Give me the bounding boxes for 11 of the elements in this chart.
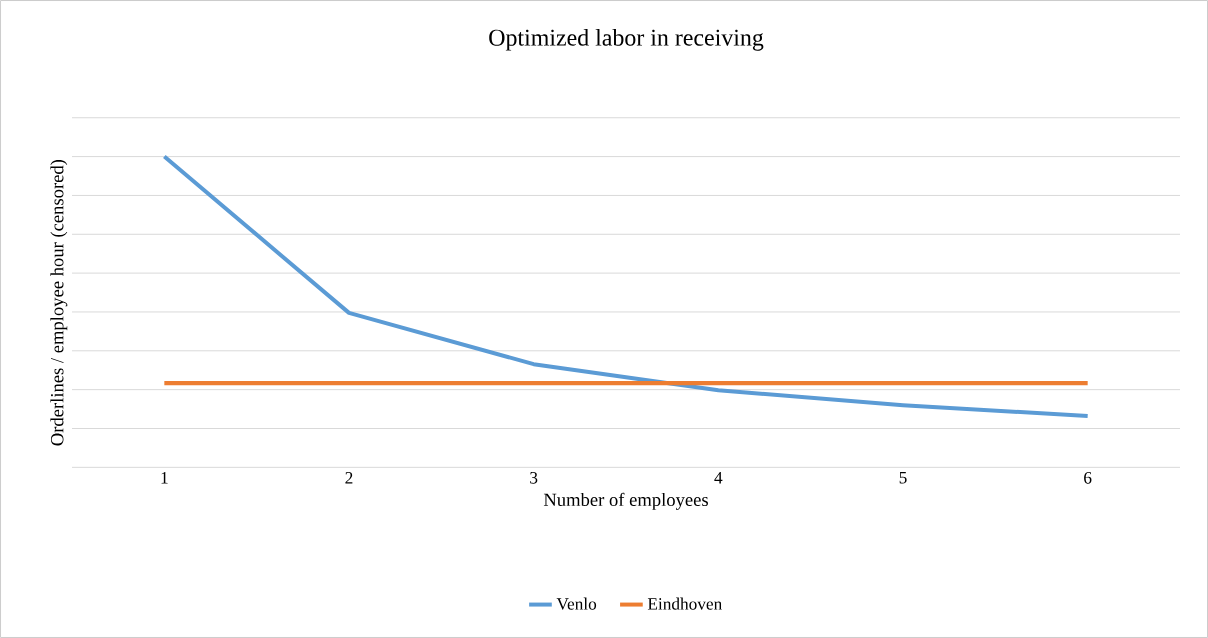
x-tick-label: 2: [345, 472, 353, 484]
x-axis-title: Number of employees: [543, 492, 708, 510]
x-tick-label: 5: [899, 472, 907, 484]
x-tick-label: 4: [714, 472, 723, 484]
chart-title: Optimized labor in receiving: [489, 28, 764, 51]
legend-label: Venlo: [556, 597, 597, 610]
x-tick-label: 6: [1084, 472, 1092, 484]
x-tick-label: 3: [530, 472, 538, 484]
legend-label: Eindhoven: [647, 597, 722, 610]
y-axis-title: Orderlines / employee hour (censored): [50, 159, 68, 446]
x-tick-label: 1: [161, 472, 168, 484]
